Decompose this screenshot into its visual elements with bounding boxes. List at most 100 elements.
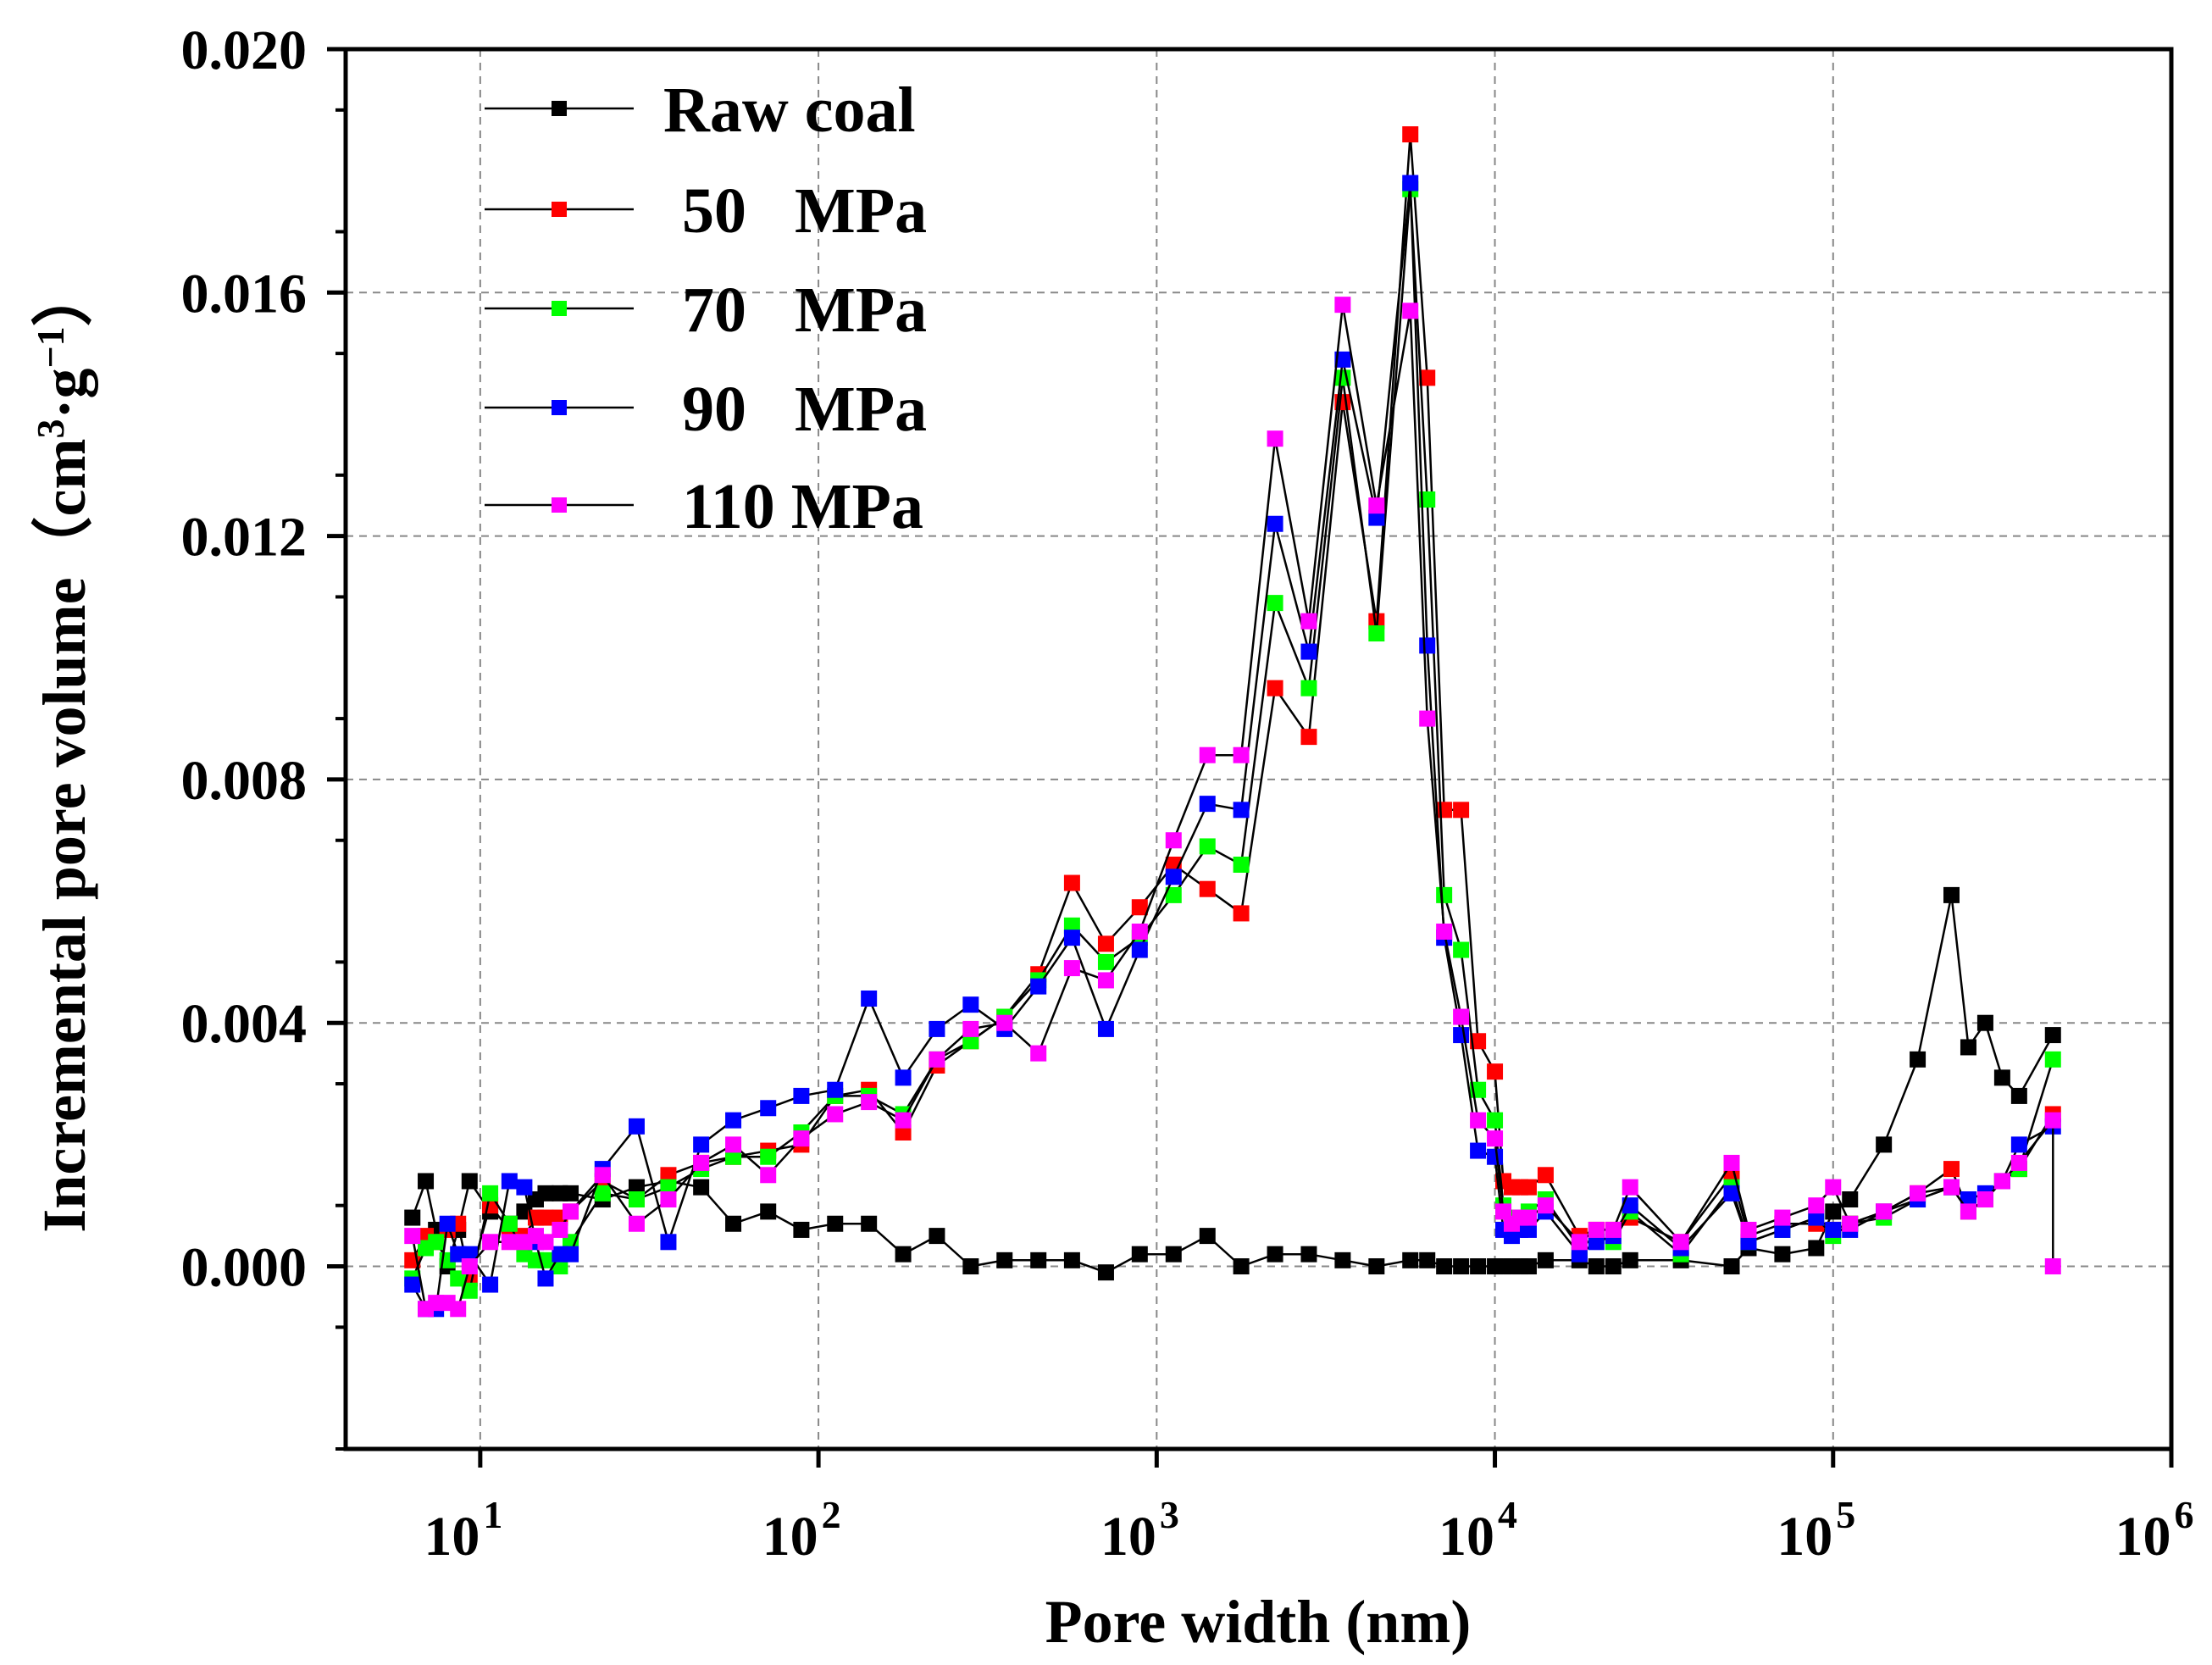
data-point [861,1094,878,1111]
data-point [1825,1203,1842,1220]
data-point [1960,1039,1976,1056]
data-point [552,1221,568,1238]
data-point [996,1252,1013,1268]
data-point [895,1112,912,1129]
data-point [563,1246,579,1263]
data-point [2044,1112,2061,1129]
series-line [411,304,2054,1311]
data-point [1537,1167,1554,1184]
data-point [760,1203,777,1220]
series-line [411,182,2054,1311]
plot-frame [343,47,2174,1451]
data-point [1470,1112,1487,1129]
series-line [411,189,2054,1293]
data-point [1723,1185,1740,1202]
data-point [1622,1252,1638,1268]
y-axis-title-mid: ·g [30,369,98,419]
data-point [725,1215,742,1232]
data-point [895,1124,912,1141]
legend-marker [552,497,567,513]
legend-label: 90 MPa [682,374,927,445]
data-point [1537,1252,1554,1268]
data-point [1470,1033,1487,1050]
data-point [1131,1246,1148,1263]
data-point [501,1234,518,1251]
data-point [1960,1191,1976,1208]
data-point [1537,1197,1554,1214]
data-point [450,1270,467,1287]
data-point [929,1020,945,1037]
legend-marker [552,202,567,217]
data-point [628,1118,645,1135]
data-point [1233,746,1250,763]
x-tick-label: 101 [424,1493,502,1568]
legend: Raw coal 50 MPa 70 MPa 90 MPa 110 MPa [485,75,927,542]
data-point [1063,874,1080,891]
data-point [1097,1264,1114,1281]
data-point [660,1234,677,1251]
data-point [1842,1191,1859,1208]
data-point [537,1209,554,1226]
data-point [1300,729,1317,746]
data-point [2010,1087,2027,1104]
data-point [1470,1258,1487,1275]
data-point [1520,1179,1537,1196]
data-point [404,1228,421,1245]
data-point [1267,1246,1283,1263]
data-point [1233,856,1250,873]
data-point [1063,917,1080,934]
data-point [1495,1203,1512,1220]
data-point [1588,1234,1605,1251]
data-point [660,1191,677,1208]
data-point [1943,1161,1960,1178]
data-point [1165,832,1182,849]
data-point [760,1100,777,1117]
x-tick-exponent: 5 [1836,1493,1855,1536]
data-point [861,990,878,1007]
data-point [1199,838,1216,855]
data-point [1723,1258,1740,1275]
legend-marker [552,101,567,116]
data-point [1368,497,1385,514]
x-tick-label: 102 [762,1493,841,1568]
x-tick-base: 10 [1100,1506,1156,1568]
data-point [725,1148,742,1165]
data-point [628,1191,645,1208]
data-point [1199,1228,1216,1245]
data-point [1402,1252,1419,1268]
data-point [1199,796,1216,813]
data-point [1063,960,1080,977]
x-tick-label: 103 [1100,1493,1179,1568]
x-tick-exponent: 4 [1498,1493,1517,1536]
data-point [827,1106,844,1123]
data-point [1131,941,1148,958]
data-point [1910,1185,1926,1202]
data-point [1165,1246,1182,1263]
x-tick-base: 10 [2115,1506,2171,1568]
series-90-mpa [404,175,2061,1318]
data-point [1267,430,1283,447]
data-point [725,1112,742,1129]
data-point [1774,1209,1791,1226]
data-point [1571,1234,1588,1251]
data-point [1368,509,1385,526]
data-point [1943,886,1960,903]
data-point [1030,1252,1047,1268]
data-point [1419,491,1436,508]
data-point [1063,930,1080,946]
grid-lines [346,49,2171,1449]
y-axis-title-exp2: −1 [29,326,72,368]
data-point [1622,1179,1638,1196]
data-point [1588,1221,1605,1238]
data-point [962,1258,979,1275]
data-point [2044,1027,2061,1044]
series-line [411,134,2054,1279]
data-point [1368,1258,1385,1275]
y-tick-label: 0.000 [181,1237,308,1299]
data-point [1672,1234,1689,1251]
series-50-mpa [404,126,2061,1287]
data-point [962,1033,979,1050]
data-point [1097,972,1114,989]
x-tick-label: 106 [2115,1493,2194,1568]
